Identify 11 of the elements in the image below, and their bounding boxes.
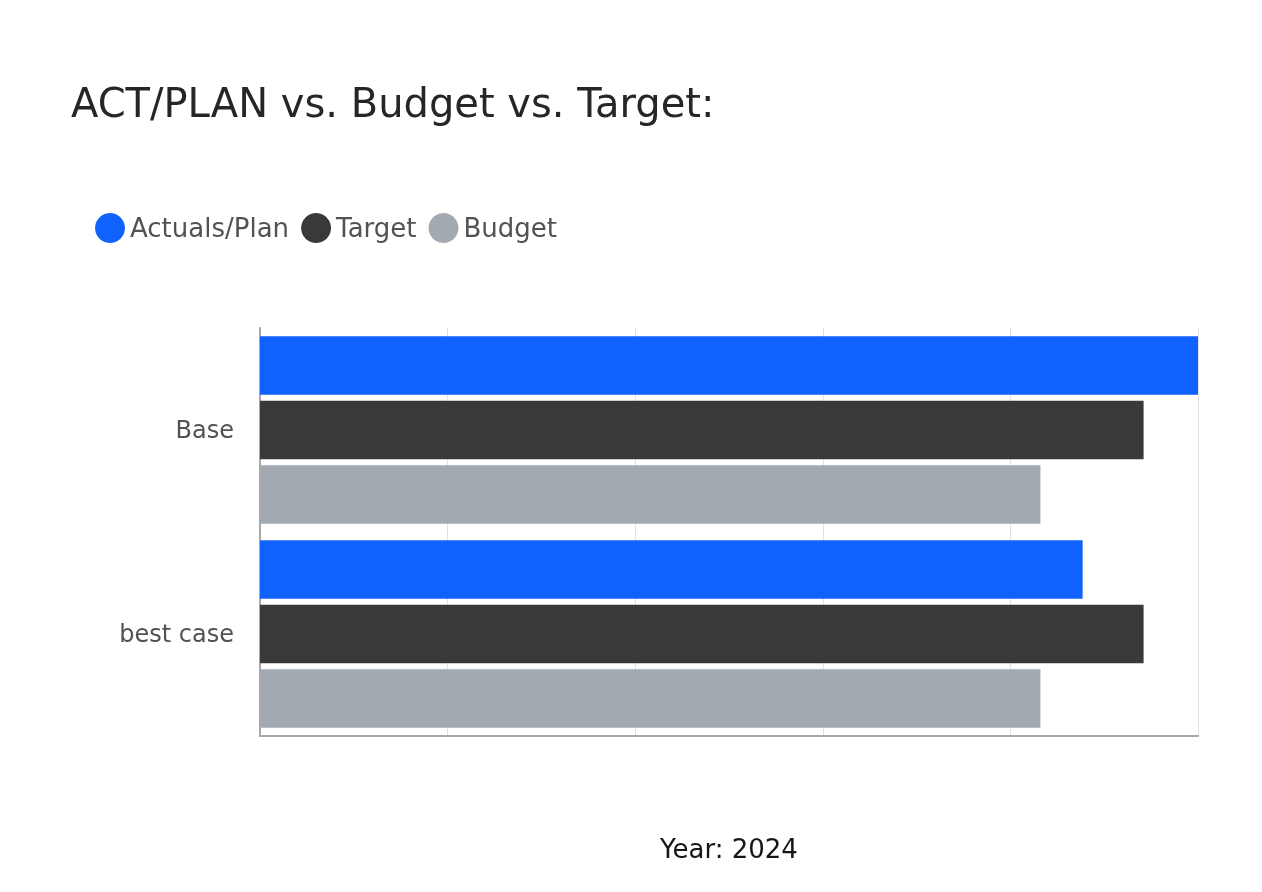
x-axis-title: Year: 2024 [659,834,798,864]
bar [260,540,1083,599]
legend-label: Budget [463,213,558,243]
bar [260,336,1198,395]
legend-label: Actuals/Plan [130,213,290,243]
chart-title: ACT/PLAN vs. Budget vs. Target: [71,80,715,126]
bar [260,604,1144,664]
bar [260,400,1144,460]
y-tick-label: Base [175,416,234,444]
y-tick-label: best case [119,620,234,648]
legend-label: Target [335,213,417,243]
